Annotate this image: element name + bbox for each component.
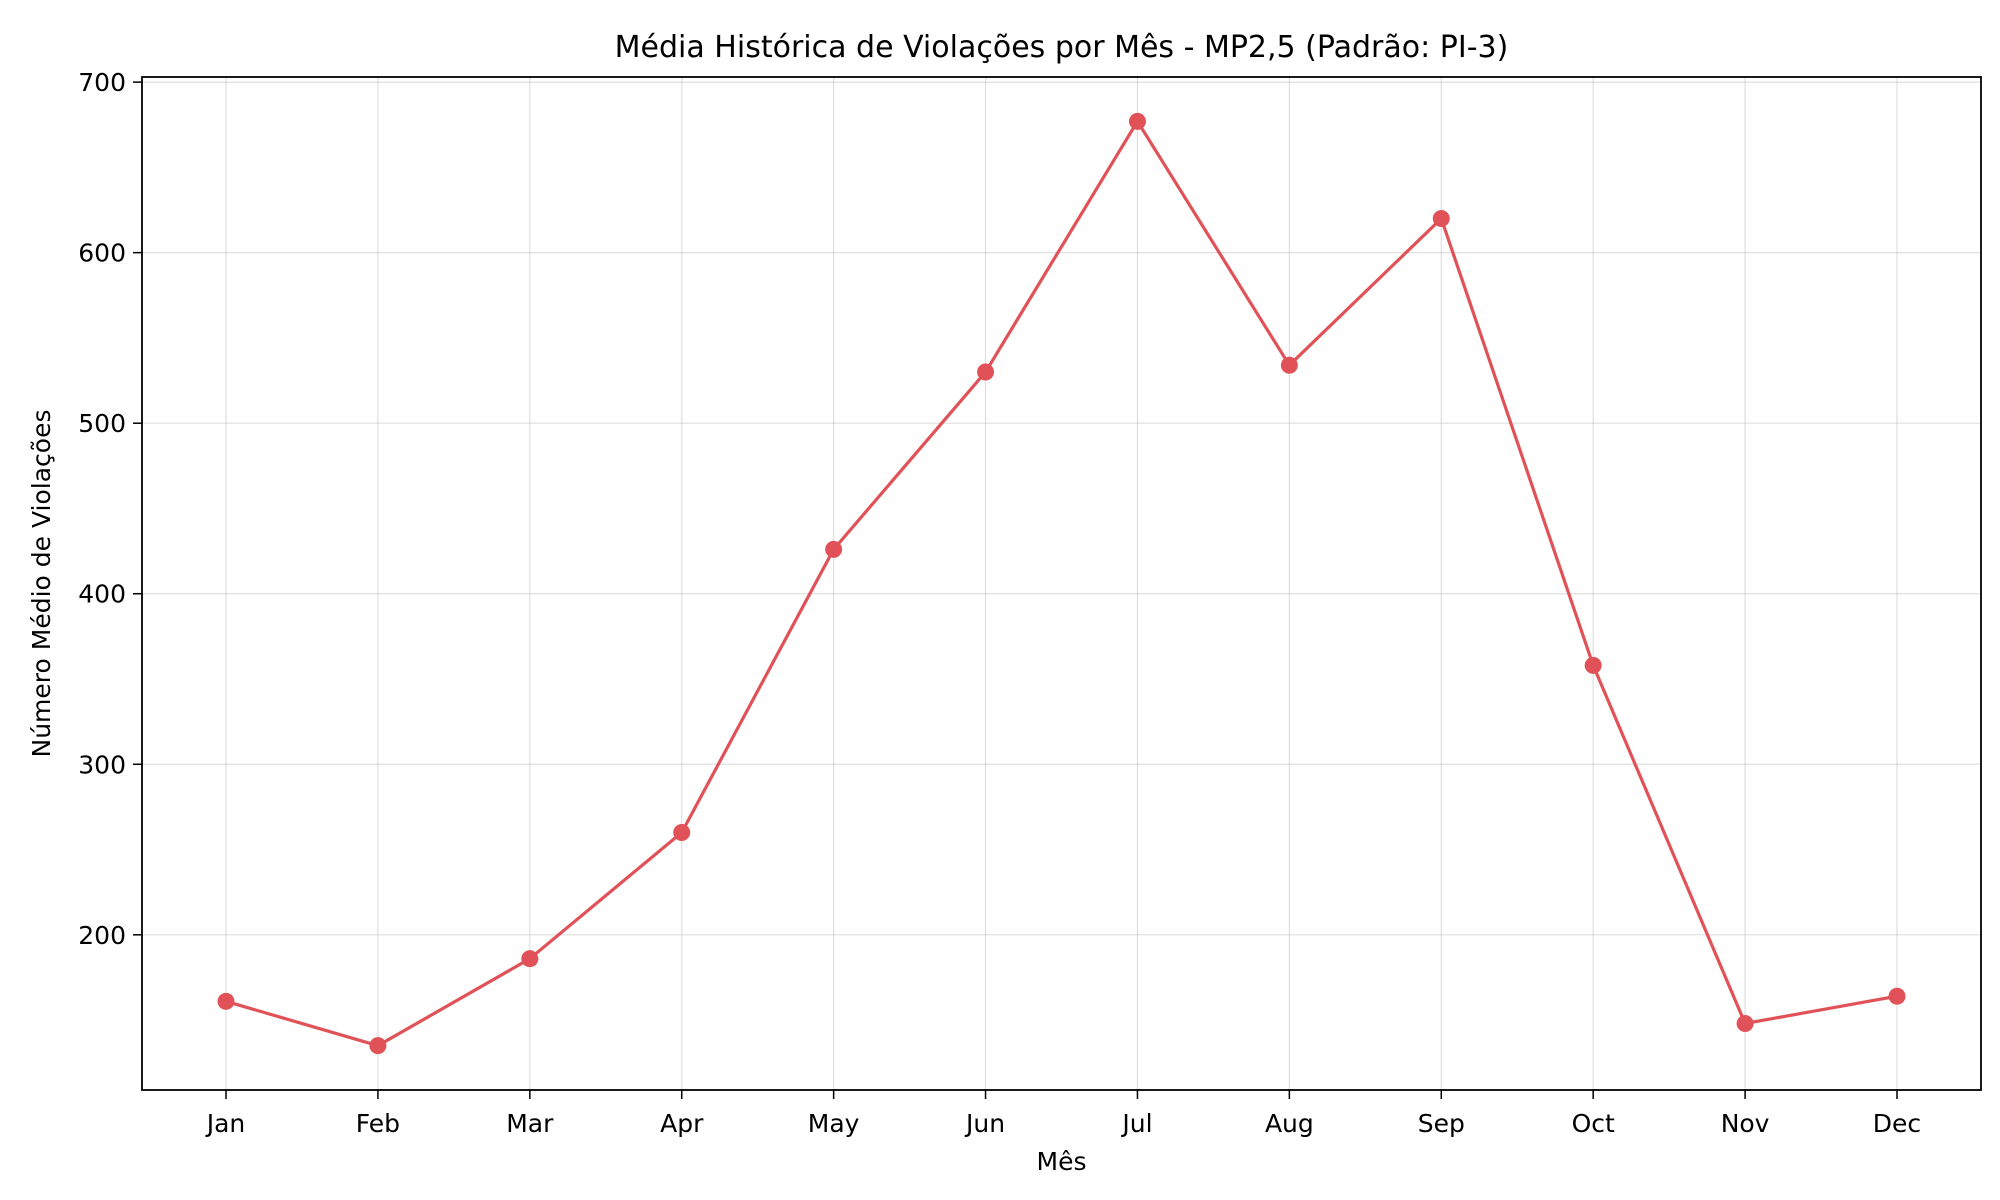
series-layer: [217, 112, 1906, 1055]
x-tick-label: Aug: [1265, 1109, 1314, 1138]
x-tick-label: Jul: [1120, 1109, 1152, 1138]
x-tick-label: Nov: [1721, 1109, 1770, 1138]
x-axis-label: Mês: [1037, 1147, 1087, 1176]
y-tick-label: 600: [78, 239, 126, 268]
data-point: [977, 363, 995, 381]
x-tick-label: Oct: [1572, 1109, 1615, 1138]
data-point: [521, 950, 539, 968]
x-tick-label: Mar: [506, 1109, 554, 1138]
series-line: [225, 119, 1898, 1048]
x-tick-label: May: [808, 1109, 860, 1138]
data-point: [369, 1037, 387, 1055]
data-point: [1128, 112, 1146, 130]
y-tick-label: 500: [78, 409, 126, 438]
plot-frame: [141, 76, 1982, 1091]
data-point: [673, 823, 691, 841]
data-point: [217, 992, 235, 1010]
grid: [142, 77, 1981, 1090]
x-tick-label: Sep: [1418, 1109, 1465, 1138]
x-tick-label: Jun: [964, 1109, 1005, 1138]
data-point: [1888, 987, 1906, 1005]
data-point: [1584, 656, 1602, 674]
x-tick-label: Feb: [356, 1109, 400, 1138]
y-tick-label: 400: [78, 580, 126, 609]
x-tick-label: Dec: [1873, 1109, 1921, 1138]
axis-ticks: Jan Feb Mar Apr May Jun Jul Aug Sep Oct Nov Dec 200 3…: [78, 68, 1921, 1138]
data-point: [825, 540, 843, 558]
y-tick-label: 300: [78, 750, 126, 779]
chart-title: Média Histórica de Violações por Mês - M…: [615, 30, 1509, 65]
data-point: [1280, 356, 1298, 374]
x-tick-label: Apr: [660, 1109, 704, 1138]
y-tick-label: 200: [78, 921, 126, 950]
x-tick-label: Jan: [205, 1109, 246, 1138]
data-point: [1736, 1014, 1754, 1032]
data-point: [1432, 210, 1450, 228]
y-tick-label: 700: [78, 68, 126, 97]
y-axis-label: Número Médio de Violações: [27, 410, 56, 758]
